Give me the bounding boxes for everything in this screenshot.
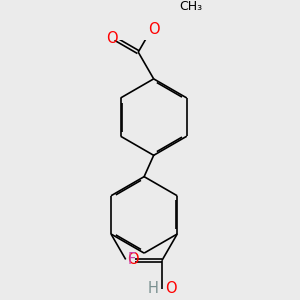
Text: CH₃: CH₃ — [179, 0, 203, 13]
Text: O: O — [106, 32, 118, 46]
Text: O: O — [127, 252, 139, 267]
Text: H: H — [148, 281, 159, 296]
Text: F: F — [128, 252, 136, 267]
Text: O: O — [165, 281, 176, 296]
Text: O: O — [148, 22, 160, 37]
